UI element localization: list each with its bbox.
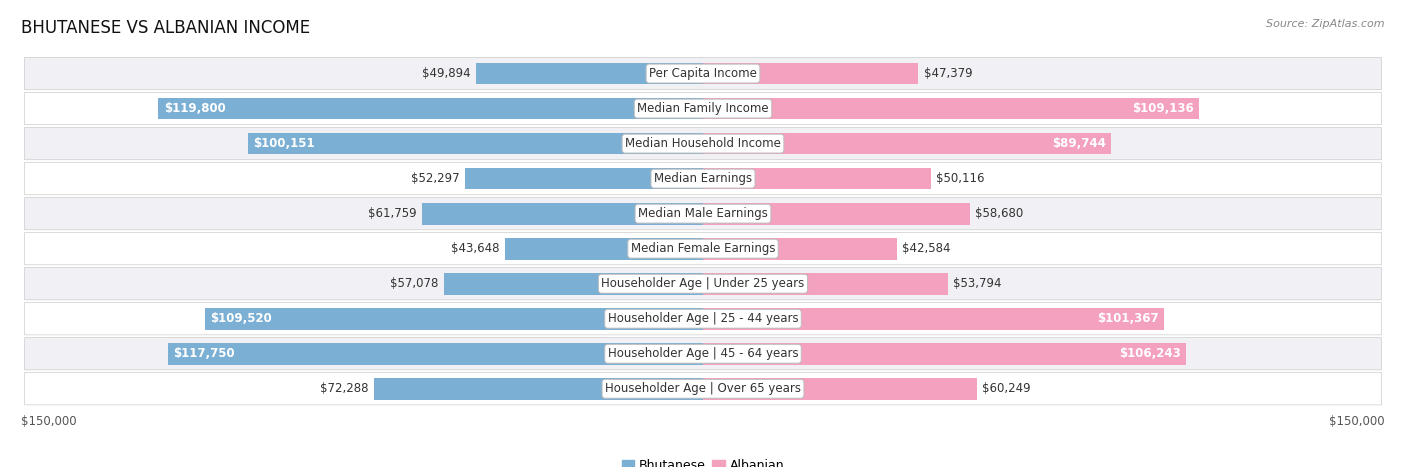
Text: $43,648: $43,648 (450, 242, 499, 255)
Text: $101,367: $101,367 (1097, 312, 1159, 325)
Bar (465, 168, 703, 190)
Text: $58,680: $58,680 (976, 207, 1024, 220)
Bar (443, 273, 703, 295)
Bar (247, 133, 703, 155)
Text: $47,379: $47,379 (924, 67, 973, 80)
Text: $100,151: $100,151 (253, 137, 315, 150)
FancyBboxPatch shape (24, 127, 1382, 160)
Text: Householder Age | 45 - 64 years: Householder Age | 45 - 64 years (607, 347, 799, 360)
Bar (205, 308, 703, 330)
FancyBboxPatch shape (24, 233, 1382, 265)
Bar (703, 168, 931, 190)
Legend: Bhutanese, Albanian: Bhutanese, Albanian (617, 454, 789, 467)
Text: $150,000: $150,000 (21, 415, 77, 428)
FancyBboxPatch shape (24, 303, 1382, 335)
Text: Householder Age | Under 25 years: Householder Age | Under 25 years (602, 277, 804, 290)
Bar (703, 238, 897, 260)
Text: Median Female Earnings: Median Female Earnings (631, 242, 775, 255)
Text: $106,243: $106,243 (1119, 347, 1181, 360)
Text: Median Household Income: Median Household Income (626, 137, 780, 150)
FancyBboxPatch shape (24, 163, 1382, 195)
Text: $50,116: $50,116 (936, 172, 984, 185)
Text: $52,297: $52,297 (411, 172, 460, 185)
Bar (703, 98, 1199, 120)
Text: Median Earnings: Median Earnings (654, 172, 752, 185)
FancyBboxPatch shape (24, 268, 1382, 300)
FancyBboxPatch shape (24, 92, 1382, 125)
Bar (703, 308, 1164, 330)
Text: $72,288: $72,288 (321, 382, 368, 395)
Bar (159, 98, 703, 120)
Bar (703, 63, 918, 85)
Text: Source: ZipAtlas.com: Source: ZipAtlas.com (1267, 19, 1385, 28)
Text: Householder Age | 25 - 44 years: Householder Age | 25 - 44 years (607, 312, 799, 325)
Text: $109,136: $109,136 (1132, 102, 1194, 115)
Text: $119,800: $119,800 (165, 102, 225, 115)
Bar (422, 203, 703, 225)
FancyBboxPatch shape (24, 373, 1382, 405)
Bar (703, 203, 970, 225)
Bar (703, 378, 977, 400)
Text: Householder Age | Over 65 years: Householder Age | Over 65 years (605, 382, 801, 395)
Bar (703, 273, 948, 295)
Bar (374, 378, 703, 400)
Text: $60,249: $60,249 (983, 382, 1031, 395)
Bar (167, 343, 703, 365)
Text: Per Capita Income: Per Capita Income (650, 67, 756, 80)
FancyBboxPatch shape (24, 338, 1382, 370)
Text: $89,744: $89,744 (1052, 137, 1105, 150)
Text: BHUTANESE VS ALBANIAN INCOME: BHUTANESE VS ALBANIAN INCOME (21, 19, 311, 37)
Bar (703, 343, 1187, 365)
Text: Median Male Earnings: Median Male Earnings (638, 207, 768, 220)
Text: $150,000: $150,000 (1329, 415, 1385, 428)
Text: $61,759: $61,759 (368, 207, 416, 220)
FancyBboxPatch shape (24, 198, 1382, 230)
Text: $57,078: $57,078 (389, 277, 439, 290)
Text: $109,520: $109,520 (211, 312, 273, 325)
Bar (505, 238, 703, 260)
Bar (477, 63, 703, 85)
Text: Median Family Income: Median Family Income (637, 102, 769, 115)
FancyBboxPatch shape (24, 57, 1382, 90)
Text: $49,894: $49,894 (422, 67, 471, 80)
Text: $53,794: $53,794 (953, 277, 1001, 290)
Bar (703, 133, 1111, 155)
Text: $42,584: $42,584 (903, 242, 950, 255)
Text: $117,750: $117,750 (173, 347, 235, 360)
